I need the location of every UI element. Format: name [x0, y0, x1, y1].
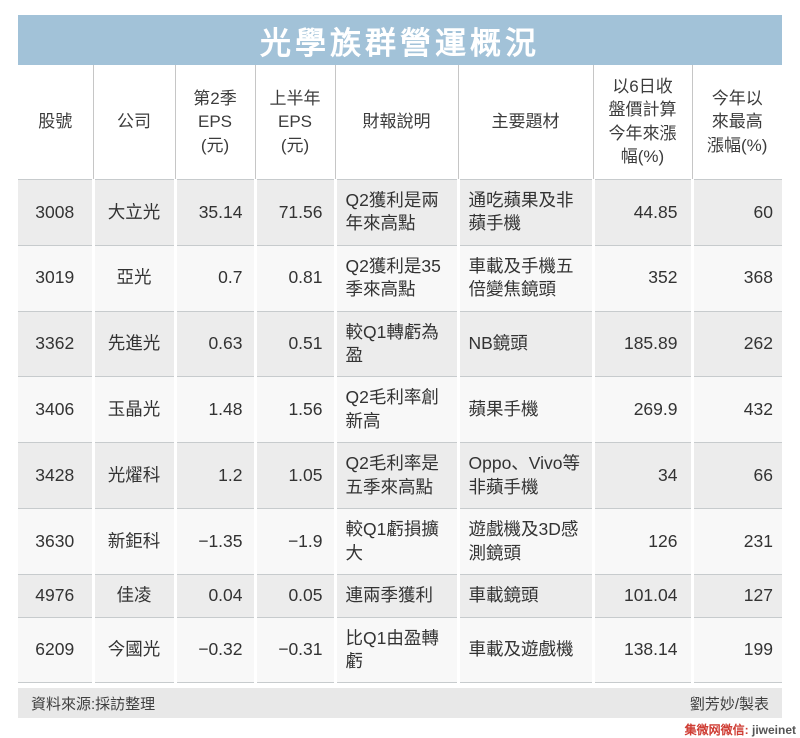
cell-ytd-gain: 34: [593, 442, 694, 509]
cell-h1-eps: −0.31: [255, 616, 337, 684]
cell-max-gain: 60: [692, 178, 782, 246]
cell-ytd-gain: 126: [593, 508, 694, 575]
table-row: 3008 大立光 35.14 71.56 Q2獲利是兩年來高點 通吃蘋果及非蘋手…: [18, 178, 782, 246]
watermark-value: jiweinet: [751, 723, 796, 738]
source-note: 資料來源:採訪整理: [31, 695, 156, 713]
cell-company: 新鉅科: [93, 508, 177, 575]
stocks-table: 股號 公司 第2季 EPS (元) 上半年 EPS (元) 財報說明 主要題材 …: [18, 65, 782, 684]
cell-q2-eps: −1.35: [175, 508, 257, 575]
watermark: 集微网微信: jiweinet: [0, 721, 796, 738]
cell-max-gain: 231: [692, 508, 782, 575]
credit-note: 劉芳妙/製表: [689, 695, 769, 713]
cell-h1-eps: 0.51: [255, 310, 337, 377]
cell-report-note: Q2獲利是35季來高點: [335, 244, 460, 312]
table-row: 4976 佳凌 0.04 0.05 連兩季獲利 車載鏡頭 101.04 127: [18, 574, 782, 617]
cell-company: 佳凌: [93, 574, 177, 617]
cell-company: 光燿科: [93, 442, 177, 509]
cell-report-note: 較Q1虧損擴大: [335, 508, 460, 575]
cell-max-gain: 199: [692, 616, 782, 684]
cell-report-note: 比Q1由盈轉虧: [335, 616, 460, 684]
cell-h1-eps: 0.05: [255, 574, 337, 617]
cell-ytd-gain: 44.85: [593, 178, 694, 246]
col-header-ytd-gain: 以6日收 盤價計算 今年來漲 幅(%): [593, 65, 693, 180]
watermark-label: 集微网微信:: [684, 723, 749, 738]
cell-company: 大立光: [93, 178, 177, 246]
cell-main-theme: NB鏡頭: [458, 310, 595, 377]
col-header-report-note: 財報說明: [335, 65, 459, 180]
table-row: 3019 亞光 0.7 0.81 Q2獲利是35季來高點 車載及手機五倍變焦鏡頭…: [18, 244, 782, 312]
cell-h1-eps: 71.56: [255, 178, 337, 246]
cell-max-gain: 262: [692, 310, 782, 377]
cell-ytd-gain: 138.14: [593, 616, 694, 684]
cell-stock-code: 3630: [18, 508, 95, 575]
col-header-q2-eps: 第2季 EPS (元): [175, 65, 256, 180]
title-bar: 光學族群營運概況: [18, 15, 782, 65]
col-header-main-theme: 主要題材: [458, 65, 594, 180]
cell-company: 今國光: [93, 616, 177, 684]
table-row: 3630 新鉅科 −1.35 −1.9 較Q1虧損擴大 遊戲機及3D感測鏡頭 1…: [18, 508, 782, 575]
table-row: 6209 今國光 −0.32 −0.31 比Q1由盈轉虧 車載及遊戲機 138.…: [18, 616, 782, 684]
cell-h1-eps: 1.56: [255, 376, 337, 443]
cell-q2-eps: 1.48: [175, 376, 257, 443]
cell-main-theme: 車載及手機五倍變焦鏡頭: [458, 244, 595, 312]
cell-max-gain: 368: [692, 244, 782, 312]
cell-report-note: 連兩季獲利: [335, 574, 460, 617]
cell-q2-eps: −0.32: [175, 616, 257, 684]
table-row: 3406 玉晶光 1.48 1.56 Q2毛利率創新高 蘋果手機 269.9 4…: [18, 376, 782, 443]
cell-report-note: Q2獲利是兩年來高點: [335, 178, 460, 246]
cell-main-theme: 通吃蘋果及非蘋手機: [458, 178, 595, 246]
col-header-max-gain: 今年以 來最高 漲幅(%): [692, 65, 782, 180]
cell-company: 先進光: [93, 310, 177, 377]
page-title: 光學族群營運概況: [260, 25, 540, 61]
cell-report-note: Q2毛利率是五季來高點: [335, 442, 460, 509]
header-row: 股號 公司 第2季 EPS (元) 上半年 EPS (元) 財報說明 主要題材 …: [18, 65, 782, 180]
cell-stock-code: 3406: [18, 376, 95, 443]
cell-h1-eps: 1.05: [255, 442, 337, 509]
cell-h1-eps: 0.81: [255, 244, 337, 312]
footer-bar: 資料來源:採訪整理 劉芳妙/製表: [18, 688, 782, 719]
table-row: 3362 先進光 0.63 0.51 較Q1轉虧為盈 NB鏡頭 185.89 2…: [18, 310, 782, 377]
col-header-stock-code: 股號: [18, 65, 94, 180]
cell-max-gain: 66: [692, 442, 782, 509]
cell-q2-eps: 0.04: [175, 574, 257, 617]
cell-main-theme: 蘋果手機: [458, 376, 595, 443]
cell-main-theme: 車載及遊戲機: [458, 616, 595, 684]
cell-max-gain: 127: [692, 574, 782, 617]
cell-company: 亞光: [93, 244, 177, 312]
cell-ytd-gain: 101.04: [593, 574, 694, 617]
cell-max-gain: 432: [692, 376, 782, 443]
col-header-company: 公司: [93, 65, 176, 180]
cell-stock-code: 3008: [18, 178, 95, 246]
cell-stock-code: 3019: [18, 244, 95, 312]
cell-report-note: 較Q1轉虧為盈: [335, 310, 460, 377]
cell-q2-eps: 0.63: [175, 310, 257, 377]
table-row: 3428 光燿科 1.2 1.05 Q2毛利率是五季來高點 Oppo、Vivo等…: [18, 442, 782, 509]
cell-stock-code: 3428: [18, 442, 95, 509]
cell-main-theme: 車載鏡頭: [458, 574, 595, 617]
cell-ytd-gain: 185.89: [593, 310, 694, 377]
cell-stock-code: 4976: [18, 574, 95, 617]
cell-report-note: Q2毛利率創新高: [335, 376, 460, 443]
cell-main-theme: 遊戲機及3D感測鏡頭: [458, 508, 595, 575]
cell-stock-code: 3362: [18, 310, 95, 377]
cell-main-theme: Oppo、Vivo等非蘋手機: [458, 442, 595, 509]
cell-q2-eps: 35.14: [175, 178, 257, 246]
cell-company: 玉晶光: [93, 376, 177, 443]
cell-stock-code: 6209: [18, 616, 95, 684]
col-header-h1-eps: 上半年 EPS (元): [255, 65, 336, 180]
cell-q2-eps: 0.7: [175, 244, 257, 312]
cell-q2-eps: 1.2: [175, 442, 257, 509]
cell-ytd-gain: 269.9: [593, 376, 694, 443]
cell-h1-eps: −1.9: [255, 508, 337, 575]
cell-ytd-gain: 352: [593, 244, 694, 312]
